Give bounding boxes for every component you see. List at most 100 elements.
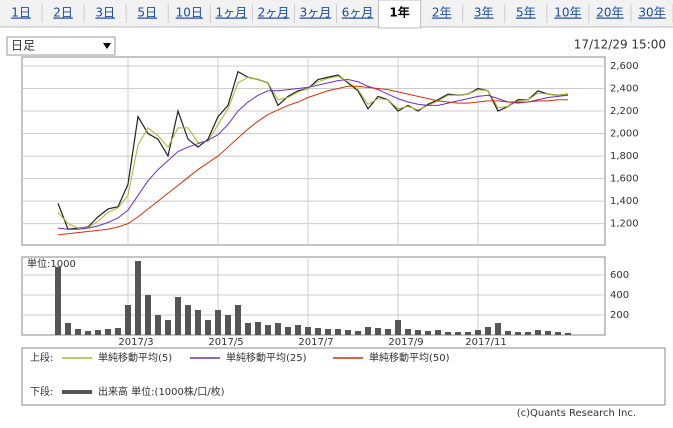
volume-bar — [545, 331, 551, 335]
y-tick-label: 2,400 — [610, 84, 639, 95]
tab[interactable]: 10年 — [554, 4, 590, 23]
y-tick-label: 400 — [610, 290, 629, 301]
legend-label: 単純移動平均(50) — [369, 351, 450, 364]
volume-bar — [65, 323, 71, 335]
tab-label: 1年 — [389, 5, 409, 20]
tab[interactable]: 2日 — [53, 4, 85, 23]
volume-bar — [145, 295, 151, 335]
volume-bar — [205, 320, 211, 335]
y-tick-label: 2,600 — [610, 61, 639, 72]
volume-bar — [385, 329, 391, 335]
x-tick-label: 2017/9 — [388, 337, 423, 348]
volume-bar — [365, 327, 371, 335]
y-tick-label: 200 — [610, 310, 629, 321]
legend-label: 単純移動平均(5) — [98, 351, 172, 364]
tab-label: 30年 — [638, 6, 665, 20]
tab[interactable]: 20年 — [596, 4, 632, 23]
volume-bar — [465, 332, 471, 335]
volume-bar — [295, 325, 301, 335]
interval-select[interactable] — [6, 36, 116, 56]
volume-bar — [425, 331, 431, 335]
volume-bar — [435, 330, 441, 335]
tab[interactable]: 2ヶ月 — [258, 4, 295, 23]
price-line — [57, 79, 569, 230]
interval-select-value: 日足 — [11, 39, 35, 53]
volume-panel — [21, 256, 606, 336]
tab-label: 6ヶ月 — [342, 6, 374, 20]
volume-bar — [125, 305, 131, 335]
x-tick-label: 2017/3 — [118, 337, 153, 348]
y-tick-label: 2,000 — [610, 129, 639, 140]
tab[interactable]: 3ヶ月 — [300, 4, 337, 23]
tab-label: 2年 — [432, 6, 452, 20]
tab-label: 2ヶ月 — [258, 6, 290, 20]
volume-bar — [485, 327, 491, 335]
volume-bar — [75, 329, 81, 335]
volume-bar — [445, 332, 451, 335]
tab-label: 3ヶ月 — [300, 6, 332, 20]
y-tick-label: 600 — [610, 270, 629, 281]
volume-bar — [395, 320, 401, 335]
tab[interactable]: 30年 — [638, 4, 673, 23]
y-tick-label: 1,600 — [610, 174, 639, 185]
tab-label: 3年 — [474, 6, 494, 20]
tab-label: 5日 — [137, 6, 157, 20]
tab-selected-bg — [378, 0, 422, 29]
y-tick-label: 1,800 — [610, 151, 639, 162]
volume-bar — [305, 327, 311, 335]
legend-title-lower: 下段: — [30, 385, 53, 398]
volume-bar — [405, 329, 411, 335]
volume-bar — [215, 310, 221, 335]
volume-bar — [255, 322, 261, 335]
tab-label: 1ヶ月 — [216, 6, 248, 20]
volume-bar — [115, 328, 121, 335]
tab-label: 10年 — [554, 6, 581, 20]
volume-bar — [155, 315, 161, 335]
y-tick-label: 2,200 — [610, 106, 639, 117]
volume-bar — [525, 332, 531, 335]
tab[interactable]: 2年 — [432, 4, 464, 23]
volume-bar — [495, 323, 501, 335]
volume-bar — [275, 323, 281, 335]
price-line — [57, 70, 569, 230]
volume-bar — [375, 328, 381, 335]
x-tick-label: 2017/7 — [298, 337, 333, 348]
volume-bar — [175, 297, 181, 335]
legend-label: 出来高 単位:(1000株/口/枚) — [98, 385, 225, 398]
x-tick-label: 2017/5 — [208, 337, 243, 348]
volume-unit: 単位:1000 — [27, 257, 76, 270]
volume-bar — [355, 331, 361, 335]
volume-bar — [345, 330, 351, 335]
legend-label: 単純移動平均(25) — [226, 351, 307, 364]
volume-bar — [95, 330, 101, 335]
volume-bar — [55, 267, 61, 335]
timestamp: 17/12/29 15:00 — [574, 38, 666, 52]
price-line — [57, 85, 568, 236]
volume-bar — [85, 331, 91, 335]
volume-bar — [455, 332, 461, 335]
volume-bar — [515, 332, 521, 335]
volume-bar — [135, 261, 141, 335]
y-tick-label: 1,200 — [610, 219, 639, 230]
copyright: (c)Quants Research Inc. — [517, 408, 636, 419]
tab[interactable]: 5年 — [516, 4, 548, 23]
select-arrow — [103, 43, 111, 49]
volume-bar — [105, 329, 111, 335]
tab[interactable]: 3日 — [95, 4, 127, 23]
volume-bar — [565, 333, 571, 335]
volume-bar — [165, 320, 171, 335]
volume-bar — [415, 330, 421, 335]
volume-bar — [315, 328, 321, 335]
tab[interactable]: 1ヶ月 — [216, 4, 253, 23]
tab[interactable]: 1日 — [11, 4, 43, 23]
volume-bar — [285, 327, 291, 335]
volume-bar — [235, 305, 241, 335]
volume-bar — [555, 332, 561, 335]
tab[interactable]: 3年 — [474, 4, 506, 23]
tab[interactable]: 10日 — [176, 4, 211, 23]
tab[interactable]: 5日 — [137, 4, 169, 23]
tab-label: 2日 — [53, 6, 73, 20]
tab[interactable]: 1年 — [378, 0, 422, 29]
volume-bar — [475, 330, 481, 335]
